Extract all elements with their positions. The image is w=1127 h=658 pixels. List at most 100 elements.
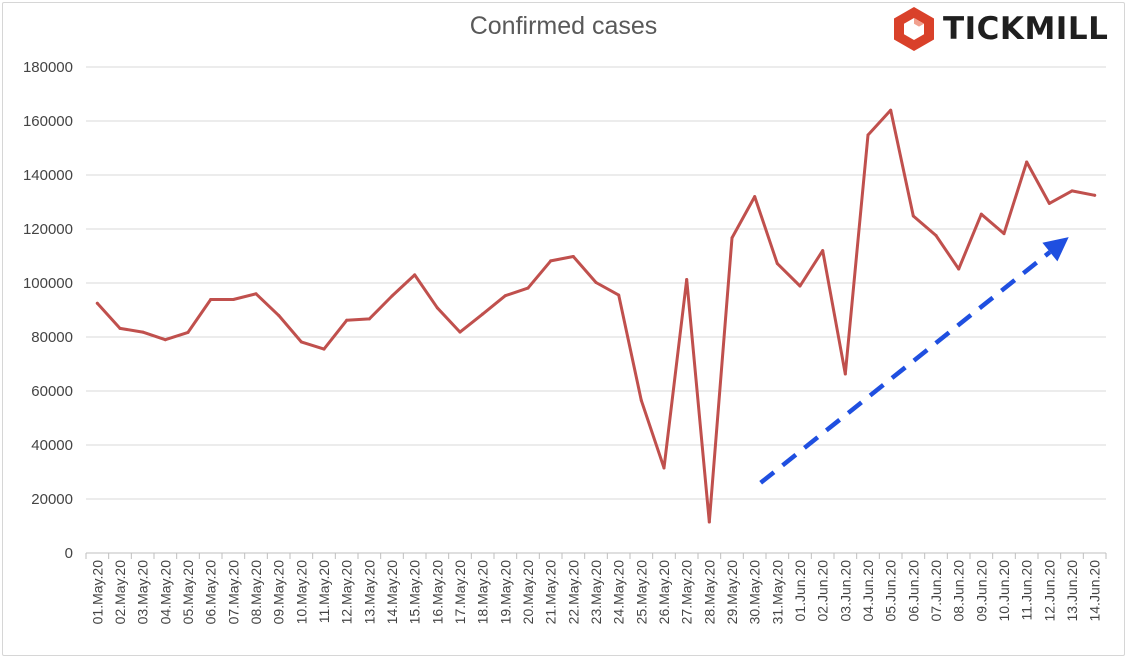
- x-tick-label: 03.May.20: [135, 560, 151, 625]
- x-tick-label: 27.May.20: [679, 560, 695, 625]
- x-tick-label: 17.May.20: [452, 560, 468, 625]
- series-confirmed-cases: [95, 108, 1097, 524]
- x-tick-label: 20.May.20: [520, 560, 536, 625]
- data-point: [549, 259, 553, 263]
- x-tick-label: 08.Jun.20: [951, 560, 967, 622]
- x-tick-label: 07.May.20: [225, 560, 241, 625]
- data-point: [186, 330, 190, 334]
- data-point: [775, 262, 779, 266]
- x-tick-label: 13.May.20: [361, 560, 377, 625]
- x-tick-label: 11.Jun.20: [1019, 560, 1035, 621]
- x-tick-label: 06.Jun.20: [905, 560, 921, 622]
- brand-logo: TICKMILL: [893, 4, 1108, 54]
- tickmill-hexagon-icon: [894, 7, 934, 51]
- data-point: [821, 249, 825, 253]
- x-tick-label: 21.May.20: [543, 560, 559, 625]
- data-point: [299, 340, 303, 344]
- y-tick-label: 80000: [31, 329, 73, 346]
- data-point: [957, 267, 961, 271]
- y-tick-label: 60000: [31, 383, 73, 400]
- x-tick-label: 14.May.20: [384, 560, 400, 625]
- trend-arrow-head: [1042, 237, 1069, 262]
- x-tick-label: 04.May.20: [157, 560, 173, 625]
- x-tick-label: 12.Jun.20: [1041, 560, 1057, 622]
- x-tick-label: 11.May.20: [316, 560, 332, 624]
- data-point: [95, 301, 99, 305]
- data-point: [798, 284, 802, 288]
- data-point: [118, 326, 122, 330]
- x-tick-label: 22.May.20: [565, 560, 581, 625]
- data-point: [458, 330, 462, 334]
- data-point: [662, 466, 666, 470]
- data-point: [1025, 160, 1029, 164]
- chart-title: Confirmed cases: [469, 12, 658, 40]
- data-point: [390, 294, 394, 298]
- x-tick-label: 14.Jun.20: [1087, 560, 1103, 622]
- series-line: [95, 108, 1097, 524]
- x-tick-label: 18.May.20: [475, 560, 491, 625]
- x-tick-label: 05.May.20: [180, 560, 196, 625]
- data-point: [141, 330, 145, 334]
- data-point: [254, 292, 258, 296]
- x-axis: 01.May.20 02.May.20 03.May.20 04.May.20 05.M…: [85, 553, 1107, 625]
- y-tick-label: 40000: [31, 437, 73, 454]
- x-tick-label: 30.May.20: [747, 560, 763, 625]
- data-point: [413, 273, 417, 277]
- data-point: [911, 214, 915, 218]
- data-point: [209, 297, 213, 301]
- data-point: [753, 195, 757, 199]
- data-point: [163, 338, 167, 342]
- data-point: [571, 255, 575, 259]
- data-point: [481, 312, 485, 316]
- x-tick-label: 25.May.20: [633, 560, 649, 625]
- y-tick-label: 160000: [23, 113, 73, 130]
- x-tick-label: 01.May.20: [89, 560, 105, 625]
- x-tick-label: 01.Jun.20: [792, 560, 808, 622]
- x-tick-label: 15.May.20: [407, 560, 423, 625]
- data-point: [866, 133, 870, 137]
- data-point: [1047, 201, 1051, 205]
- x-tick-label: 28.May.20: [701, 560, 717, 625]
- data-point: [503, 294, 507, 298]
- data-point: [345, 318, 349, 322]
- x-tick-label: 19.May.20: [497, 560, 513, 625]
- x-tick-label: 29.May.20: [724, 560, 740, 625]
- data-point: [322, 347, 326, 351]
- x-tick-label: 05.Jun.20: [883, 560, 899, 622]
- y-tick-label: 20000: [31, 491, 73, 508]
- x-tick-label: 02.Jun.20: [815, 560, 831, 622]
- x-tick-label: 31.May.20: [769, 560, 785, 625]
- x-tick-label: 09.Jun.20: [973, 560, 989, 622]
- y-tick-label: 0: [65, 545, 73, 562]
- y-tick-label: 120000: [23, 221, 73, 238]
- x-tick-label: 03.Jun.20: [837, 560, 853, 622]
- x-tick-label: 06.May.20: [203, 560, 219, 625]
- data-point: [526, 286, 530, 290]
- trend-arrow-shaft: [759, 250, 1052, 485]
- data-point: [617, 293, 621, 297]
- x-tick-label: 12.May.20: [339, 560, 355, 625]
- y-axis: 0 20000 40000 60000 80000 100000 120000 140000 1…: [23, 59, 73, 562]
- x-tick-label: 09.May.20: [271, 560, 287, 625]
- data-point: [889, 108, 893, 112]
- x-tick-label: 10.Jun.20: [996, 560, 1012, 622]
- data-point: [277, 313, 281, 317]
- data-point: [367, 317, 371, 321]
- data-point: [1093, 193, 1097, 197]
- grid-lines: [86, 66, 1106, 554]
- data-point: [685, 277, 689, 281]
- x-tick-label: 26.May.20: [656, 560, 672, 625]
- data-point: [934, 233, 938, 237]
- data-point: [730, 236, 734, 240]
- brand-name: TICKMILL: [943, 11, 1109, 47]
- x-tick-label: 07.Jun.20: [928, 560, 944, 622]
- y-tick-label: 140000: [23, 167, 73, 184]
- y-tick-label: 180000: [23, 59, 73, 76]
- x-tick-label: 04.Jun.20: [860, 560, 876, 622]
- y-tick-label: 100000: [23, 275, 73, 292]
- data-point: [1070, 189, 1074, 193]
- data-point: [594, 280, 598, 284]
- data-point: [435, 306, 439, 310]
- data-point: [979, 212, 983, 216]
